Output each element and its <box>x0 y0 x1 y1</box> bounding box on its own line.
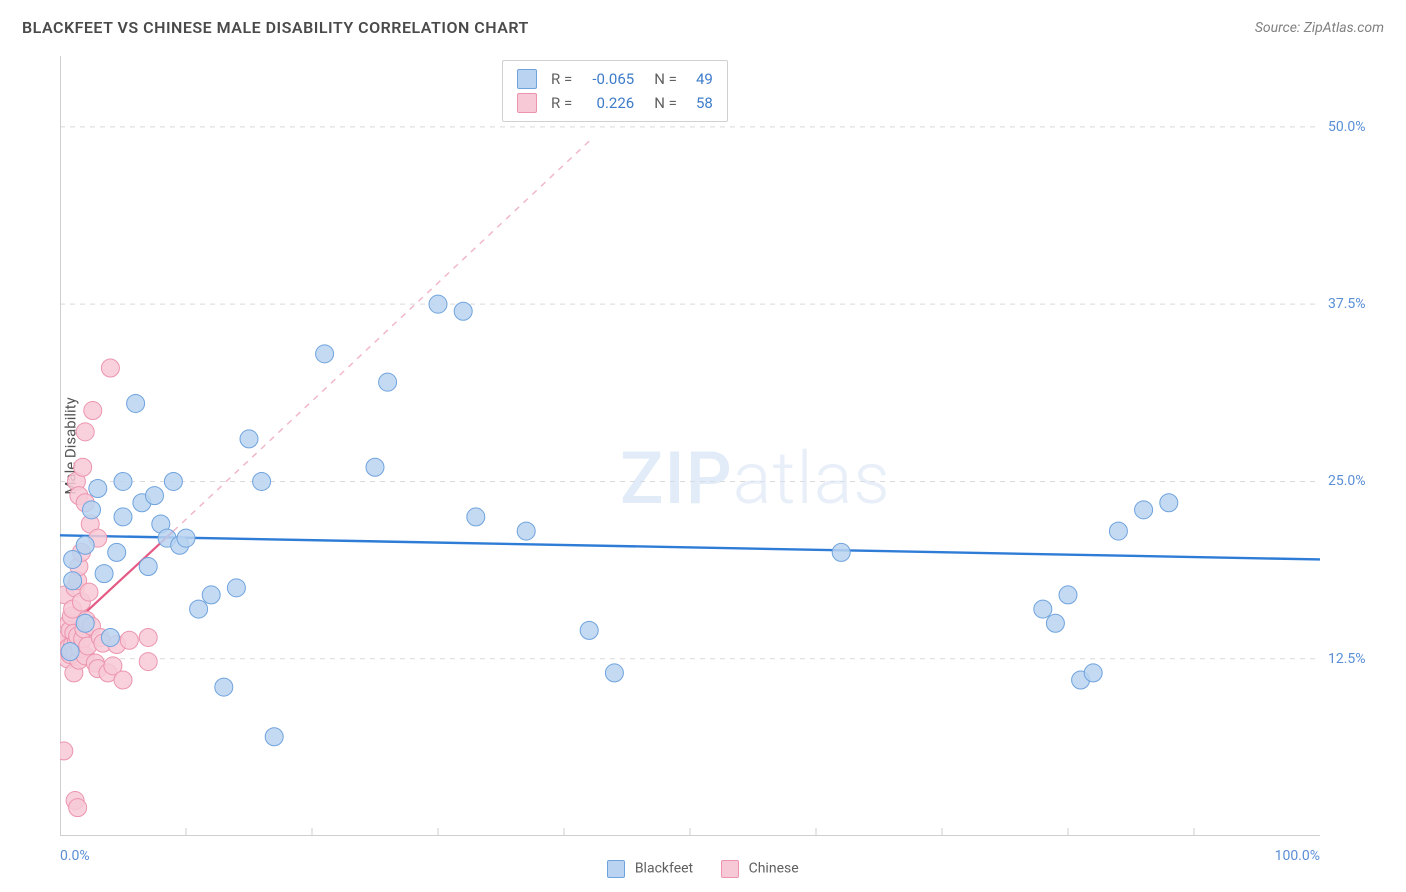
n-value-chinese: 58 <box>685 94 713 112</box>
chart-title: BLACKFEET VS CHINESE MALE DISABILITY COR… <box>22 18 529 37</box>
y-tick-label: 25.0% <box>1328 473 1406 489</box>
chart-container: Male Disability ZIPatlas R = -0.065 N = … <box>50 56 1384 836</box>
r-value-blackfeet: -0.065 <box>580 70 634 88</box>
legend-label-chinese: Chinese <box>749 861 799 877</box>
legend-item-chinese: Chinese <box>721 860 799 878</box>
y-tick-label: 37.5% <box>1328 296 1406 312</box>
correlation-legend: R = -0.065 N = 49 R = 0.226 N = 58 <box>502 60 728 122</box>
scatter-plot <box>60 56 1320 836</box>
swatch-blackfeet <box>517 69 537 89</box>
y-tick-label: 12.5% <box>1328 651 1406 667</box>
n-label: N = <box>654 94 677 112</box>
r-label: R = <box>551 70 572 88</box>
n-value-blackfeet: 49 <box>685 70 713 88</box>
swatch-chinese <box>721 860 739 878</box>
r-value-chinese: 0.226 <box>580 94 634 112</box>
footer-legend: Blackfeet Chinese <box>0 860 1406 878</box>
swatch-chinese <box>517 93 537 113</box>
swatch-blackfeet <box>607 860 625 878</box>
correlation-row-chinese: R = 0.226 N = 58 <box>517 91 713 115</box>
source-attribution: Source: ZipAtlas.com <box>1255 20 1384 36</box>
correlation-row-blackfeet: R = -0.065 N = 49 <box>517 67 713 91</box>
r-label: R = <box>551 94 572 112</box>
legend-item-blackfeet: Blackfeet <box>607 860 693 878</box>
n-label: N = <box>654 70 677 88</box>
y-tick-label: 50.0% <box>1328 119 1406 135</box>
legend-label-blackfeet: Blackfeet <box>635 861 693 877</box>
